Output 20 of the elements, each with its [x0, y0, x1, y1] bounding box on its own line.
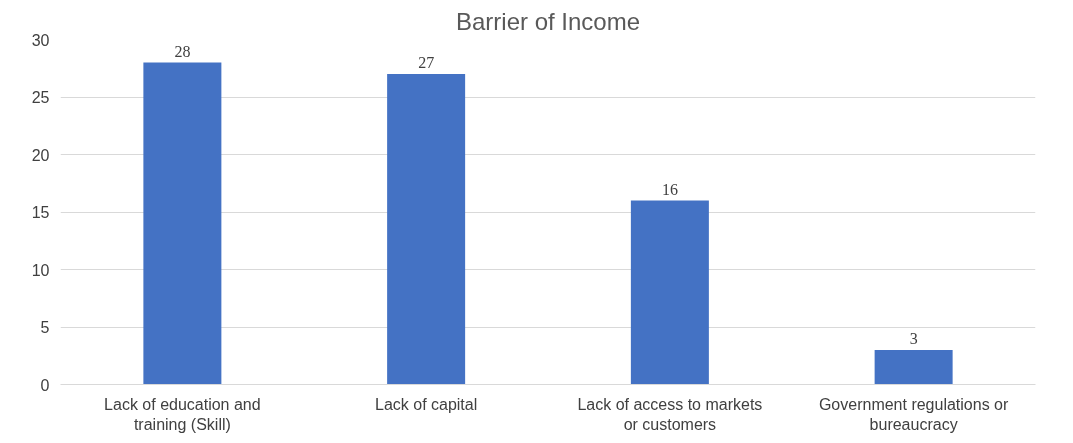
chart-title: Barrier of Income: [455, 7, 641, 35]
x-tick-label: Government regulations or bureaucracy: [818, 395, 1010, 433]
bar: [630, 200, 709, 385]
bar: [143, 62, 222, 385]
data-label: 28: [174, 42, 191, 60]
x-tick-label: Lack of education and training (Skill): [104, 395, 261, 433]
x-tick-label: Lack of access to markets or customers: [577, 395, 763, 433]
y-tick-label: 5: [40, 319, 50, 336]
data-label: 16: [661, 180, 678, 198]
y-tick-label: 15: [31, 204, 50, 221]
data-label: 3: [909, 330, 918, 347]
x-tick-label: Lack of capital: [374, 395, 478, 413]
y-tick-label: 20: [31, 146, 50, 164]
data-label: 27: [418, 54, 435, 71]
y-tick-label: 0: [40, 376, 50, 394]
y-tick-label: 10: [31, 261, 50, 279]
y-tick-label: 30: [31, 31, 50, 49]
y-tick-label: 25: [31, 89, 50, 106]
bar: [387, 74, 466, 385]
bar: [874, 350, 953, 385]
